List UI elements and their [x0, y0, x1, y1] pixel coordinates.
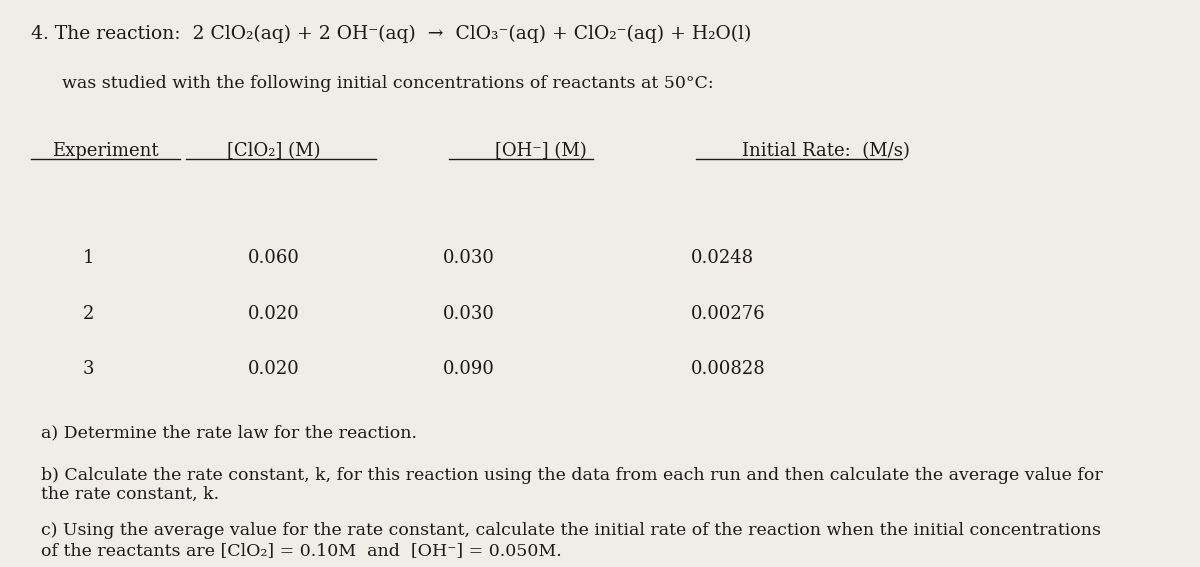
Text: Initial Rate:  (M/s): Initial Rate: (M/s) — [743, 142, 911, 160]
Text: [ClO₂] (M): [ClO₂] (M) — [227, 142, 320, 160]
Text: 0.030: 0.030 — [443, 304, 496, 323]
Text: 0.030: 0.030 — [443, 249, 496, 266]
Text: 1: 1 — [83, 249, 94, 266]
Text: was studied with the following initial concentrations of reactants at 50°C:: was studied with the following initial c… — [62, 75, 714, 92]
Text: 0.090: 0.090 — [443, 361, 496, 378]
Text: 0.0248: 0.0248 — [691, 249, 754, 266]
Text: 0.020: 0.020 — [247, 304, 299, 323]
Text: 2: 2 — [83, 304, 94, 323]
Text: 0.020: 0.020 — [247, 361, 299, 378]
Text: 3: 3 — [83, 361, 94, 378]
Text: [OH⁻] (M): [OH⁻] (M) — [494, 142, 587, 160]
Text: 0.00276: 0.00276 — [691, 304, 766, 323]
Text: Experiment: Experiment — [52, 142, 158, 160]
Text: 4. The reaction:  2 ClO₂(aq) + 2 OH⁻(aq)  →  ClO₃⁻(aq) + ClO₂⁻(aq) + H₂O(l): 4. The reaction: 2 ClO₂(aq) + 2 OH⁻(aq) … — [31, 25, 751, 44]
Text: a) Determine the rate law for the reaction.: a) Determine the rate law for the reacti… — [41, 425, 418, 442]
Text: 0.00828: 0.00828 — [691, 361, 766, 378]
Text: c) Using the average value for the rate constant, calculate the initial rate of : c) Using the average value for the rate … — [41, 522, 1102, 559]
Text: b) Calculate the rate constant, k, for this reaction using the data from each ru: b) Calculate the rate constant, k, for t… — [41, 467, 1103, 503]
Text: 0.060: 0.060 — [247, 249, 299, 266]
